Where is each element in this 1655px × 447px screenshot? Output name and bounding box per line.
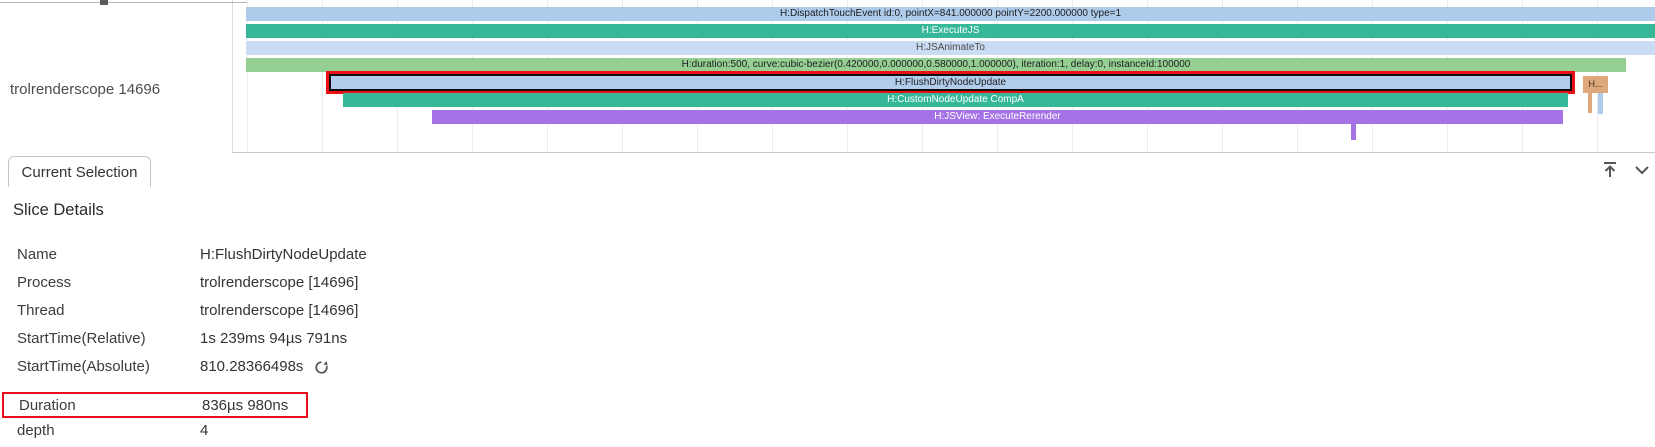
detail-row-starttime-absolute: StartTime(Absolute) 810.28366498s (0, 352, 1655, 380)
refresh-icon[interactable] (313, 357, 330, 376)
detail-label: Thread (17, 301, 65, 319)
slice-flush-dirty-node-update-selected[interactable]: H:FlushDirtyNodeUpdate (326, 71, 1575, 94)
slice-details-heading: Slice Details (13, 201, 104, 219)
track-label[interactable]: trolrenderscope 14696 (10, 81, 161, 98)
slice-animation-duration[interactable]: H:duration:500, curve:cubic-bezier(0.420… (246, 58, 1626, 72)
slice-fragment-purple[interactable] (1351, 124, 1356, 140)
tab-current-selection[interactable]: Current Selection (8, 156, 151, 187)
detail-row-duration: Duration 836µs 980ns (4, 394, 306, 416)
timeline-region: trolrenderscope 14696 H:DispatchTouchEve… (0, 0, 1655, 153)
vertical-align-top-icon[interactable] (1599, 159, 1621, 181)
detail-value: 836µs 980ns (202, 396, 289, 414)
detail-label: depth (17, 421, 55, 439)
slice-custom-node-update[interactable]: H:CustomNodeUpdate CompA (343, 93, 1568, 107)
detail-value: 1s 239ms 94µs 791ns (200, 329, 348, 347)
details-panel: Current Selection Slice Details Name H:F… (0, 153, 1655, 446)
detail-value: trolrenderscope [14696] (200, 301, 359, 319)
detail-row-depth: depth 4 (0, 418, 1655, 442)
detail-row-name: Name H:FlushDirtyNodeUpdate (0, 240, 1655, 268)
detail-label: Process (17, 273, 72, 291)
details-tab-bar: Current Selection (0, 153, 1655, 187)
detail-label: Duration (19, 396, 76, 414)
panel-top-border (0, 2, 247, 3)
detail-row-thread: Thread trolrenderscope [14696] (0, 296, 1655, 324)
slice-fragment-orange[interactable] (1588, 93, 1592, 113)
slice-js-animate-to[interactable]: H:JSAnimateTo (246, 41, 1655, 55)
duration-highlight-box: Duration 836µs 980ns (2, 392, 308, 418)
detail-value: 4 (200, 421, 209, 439)
slice-jsview-execute-rerender[interactable]: H:JSView: ExecuteRerender (432, 110, 1563, 124)
detail-label: StartTime(Absolute) (17, 357, 150, 375)
detail-label: Name (17, 245, 58, 263)
slice-execute-js[interactable]: H:ExecuteJS (246, 24, 1655, 38)
detail-row-starttime-relative: StartTime(Relative) 1s 239ms 94µs 791ns (0, 324, 1655, 352)
detail-value: 810.28366498s (200, 357, 304, 375)
chevron-down-icon[interactable] (1633, 159, 1651, 181)
slice-dispatch-touch-event[interactable]: H:DispatchTouchEvent id:0, pointX=841.00… (246, 7, 1655, 21)
detail-row-process: Process trolrenderscope [14696] (0, 268, 1655, 296)
timeline-marker-tick (100, 0, 108, 5)
slice-fragment-blue[interactable] (1598, 93, 1603, 114)
detail-value: H:FlushDirtyNodeUpdate (200, 245, 367, 263)
slice-truncated[interactable]: H... (1583, 76, 1608, 93)
track-header-panel: trolrenderscope 14696 (0, 0, 233, 153)
details-rows: Name H:FlushDirtyNodeUpdate Process trol… (0, 240, 1655, 442)
detail-label: StartTime(Relative) (17, 329, 146, 347)
detail-value: trolrenderscope [14696] (200, 273, 359, 291)
